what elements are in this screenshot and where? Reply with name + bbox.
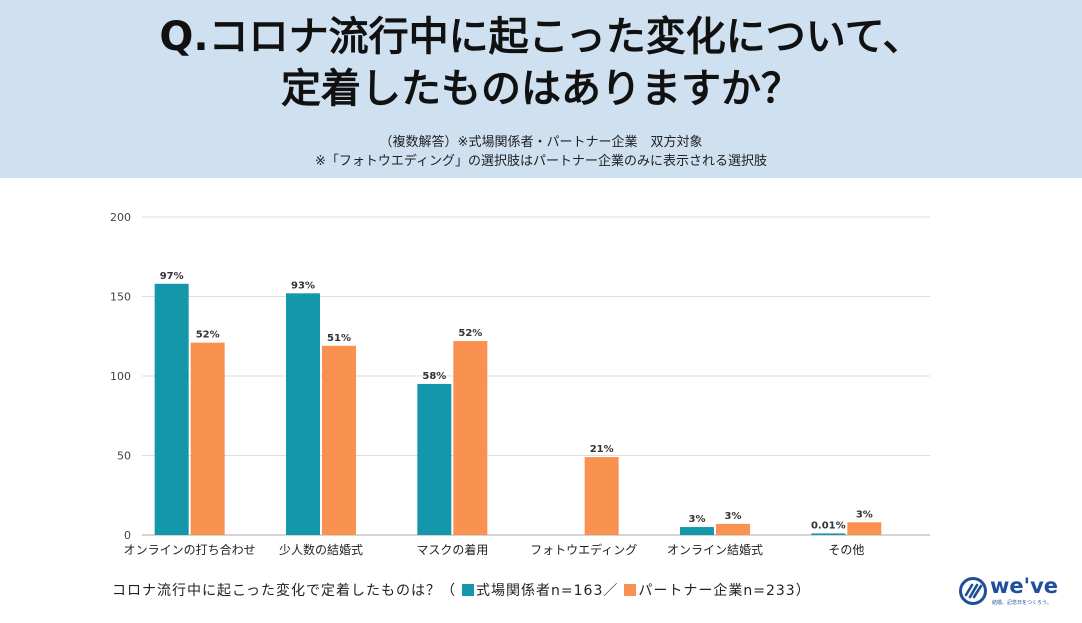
data-label: 21% — [590, 444, 614, 455]
subtitle-note-2: ※「フォトウエディング」の選択肢はパートナー企業のみに表示される選択肢 — [315, 154, 767, 169]
weve-logo: we've 結婚、記念日をつくろう。 — [958, 574, 1068, 608]
data-label: 58% — [422, 371, 446, 382]
bar-venue — [680, 527, 714, 535]
x-category-label: フォトウエディング — [530, 542, 637, 557]
bar-partner — [584, 457, 619, 535]
legend-label-partner: パートナー企業n=233 — [638, 583, 796, 599]
data-label: 51% — [327, 333, 351, 344]
data-label: 3% — [689, 514, 706, 525]
chart-legend: コロナ流行中に起こった変化で定着したものは？（ 式場関係者n=163／ パートナー企… — [112, 580, 811, 600]
data-label: 0.01% — [811, 520, 846, 531]
y-tick-label: 200 — [110, 211, 131, 224]
page-title-line1: Q.コロナ流行中に起こった変化について、 — [159, 14, 923, 60]
x-category-label: オンラインの打ち合わせ — [124, 542, 256, 557]
bar-partner — [847, 522, 882, 535]
data-label: 93% — [291, 280, 315, 291]
data-label: 52% — [196, 330, 220, 341]
bar-partner — [453, 341, 488, 535]
y-tick-label: 50 — [117, 450, 131, 463]
y-tick-label: 0 — [124, 529, 131, 542]
legend-separator: ／ — [603, 583, 619, 599]
bar-partner — [716, 523, 750, 535]
legend-prefix: コロナ流行中に起こった変化で定着したものは？（ — [112, 583, 457, 599]
bar-venue — [811, 533, 846, 535]
bar-partner — [190, 342, 225, 535]
legend-swatch-venue — [462, 584, 475, 596]
legend-swatch-partner — [624, 584, 637, 596]
data-label: 3% — [725, 511, 742, 522]
header-banner: Q.コロナ流行中に起こった変化について、 定着したものはありますか？ （複数解答… — [0, 0, 1082, 178]
x-category-label: オンライン結婚式 — [667, 543, 763, 557]
logo-tagline: 結婚、記念日をつくろう。 — [992, 600, 1052, 606]
logo-wordmark: we've — [990, 574, 1059, 598]
y-tick-label: 150 — [110, 291, 131, 304]
bar-chart: 0 50 100 150 200 97% 52% オンラインの打ち合わせ 93% 51% 少人数の結… — [110, 211, 930, 557]
bar-partner — [322, 345, 356, 535]
data-label: 3% — [856, 509, 873, 520]
bar-venue — [417, 383, 452, 535]
x-category-label: その他 — [828, 543, 864, 557]
x-category-label: マスクの着用 — [416, 542, 488, 557]
subtitle-note-1: （複数解答）※式場関係者・パートナー企業 双方対象 — [379, 135, 703, 150]
legend-label-venue: 式場関係者n=163 — [476, 583, 604, 599]
page-title-line2: 定着したものはありますか？ — [281, 66, 801, 112]
data-label: 52% — [458, 328, 482, 339]
bar-venue — [286, 293, 320, 535]
data-label: 97% — [160, 271, 184, 282]
y-tick-label: 100 — [110, 370, 131, 383]
logo-mark-icon — [959, 577, 987, 605]
x-category-label: 少人数の結婚式 — [279, 542, 363, 557]
legend-suffix: ） — [795, 583, 811, 599]
bar-venue — [154, 283, 189, 535]
